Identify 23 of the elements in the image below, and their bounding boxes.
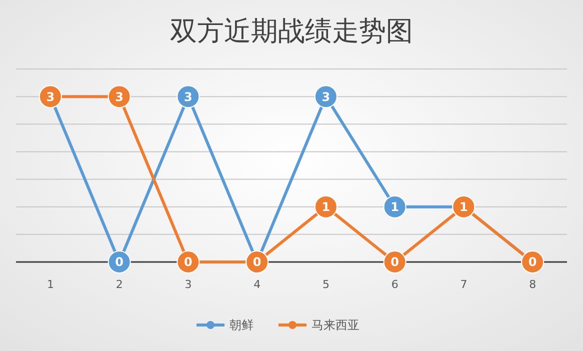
- data-label: 0: [252, 255, 262, 270]
- data-label: 0: [184, 255, 192, 270]
- legend-label: 朝鲜: [230, 318, 254, 332]
- legend-label: 马来西亚: [312, 318, 360, 332]
- x-tick-label: 5: [322, 278, 330, 291]
- data-label: 3: [115, 90, 124, 104]
- data-label: 3: [46, 90, 55, 104]
- x-tick-label: 3: [184, 278, 192, 291]
- x-tick-label: 8: [529, 278, 536, 291]
- data-label: 0: [115, 255, 124, 270]
- x-tick-label: 6: [391, 278, 398, 291]
- chart-title: 双方近期战绩走势图: [170, 16, 413, 47]
- data-label: 3: [322, 90, 330, 104]
- x-tick-label: 4: [254, 278, 261, 291]
- data-label: 0: [390, 255, 399, 270]
- x-tick-label: 1: [46, 278, 54, 291]
- data-label: 1: [322, 200, 330, 214]
- data-label: 0: [528, 255, 537, 270]
- x-tick-label: 7: [460, 278, 468, 291]
- data-label: 3: [184, 90, 192, 104]
- x-tick-label: 2: [116, 278, 123, 291]
- data-label: 1: [460, 200, 468, 214]
- data-label: 1: [390, 200, 399, 214]
